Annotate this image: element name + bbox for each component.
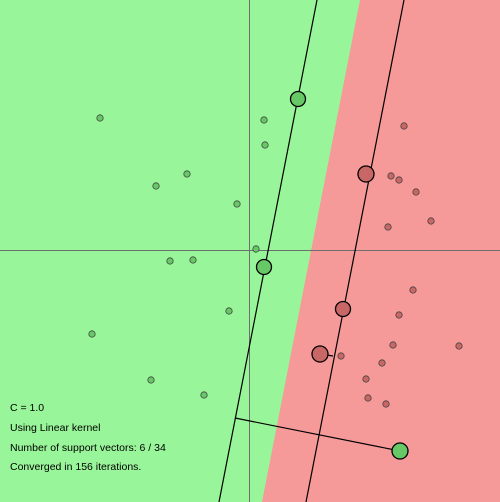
positive-point	[261, 141, 269, 149]
support-vector-negative	[311, 345, 329, 363]
support-vector-positive	[255, 258, 273, 276]
negative-point	[364, 394, 372, 402]
positive-point	[183, 170, 191, 178]
negative-point	[395, 176, 403, 184]
positive-point	[252, 245, 260, 253]
positive-point	[233, 200, 241, 208]
negative-point	[382, 400, 390, 408]
negative-point	[409, 286, 417, 294]
iterations-text: Converged in 156 iterations.	[10, 461, 141, 473]
negative-point	[389, 341, 397, 349]
support-vector-count-text: Number of support vectors: 6 / 34	[10, 442, 166, 454]
negative-point	[337, 352, 345, 360]
negative-point	[362, 375, 370, 383]
positive-point	[88, 330, 96, 338]
positive-point	[189, 256, 197, 264]
support-vector-positive	[289, 90, 307, 108]
positive-point	[166, 257, 174, 265]
negative-point	[387, 172, 395, 180]
negative-point	[400, 122, 408, 130]
margin-line-negative	[305, 0, 405, 502]
negative-point	[395, 311, 403, 319]
positive-point	[225, 307, 233, 315]
support-vector-positive	[391, 442, 409, 460]
negative-point	[455, 342, 463, 350]
support-vector-negative	[357, 165, 375, 183]
kernel-text: Using Linear kernel	[10, 422, 100, 434]
positive-point	[147, 376, 155, 384]
positive-point	[152, 182, 160, 190]
negative-point	[378, 359, 386, 367]
negative-point	[427, 217, 435, 225]
positive-point	[200, 391, 208, 399]
c-value-text: C = 1.0	[10, 402, 44, 414]
negative-point	[384, 223, 392, 231]
positive-point	[96, 114, 104, 122]
support-vector-negative	[334, 300, 352, 318]
negative-point	[412, 188, 420, 196]
positive-point	[260, 116, 268, 124]
slack-line	[234, 417, 401, 452]
